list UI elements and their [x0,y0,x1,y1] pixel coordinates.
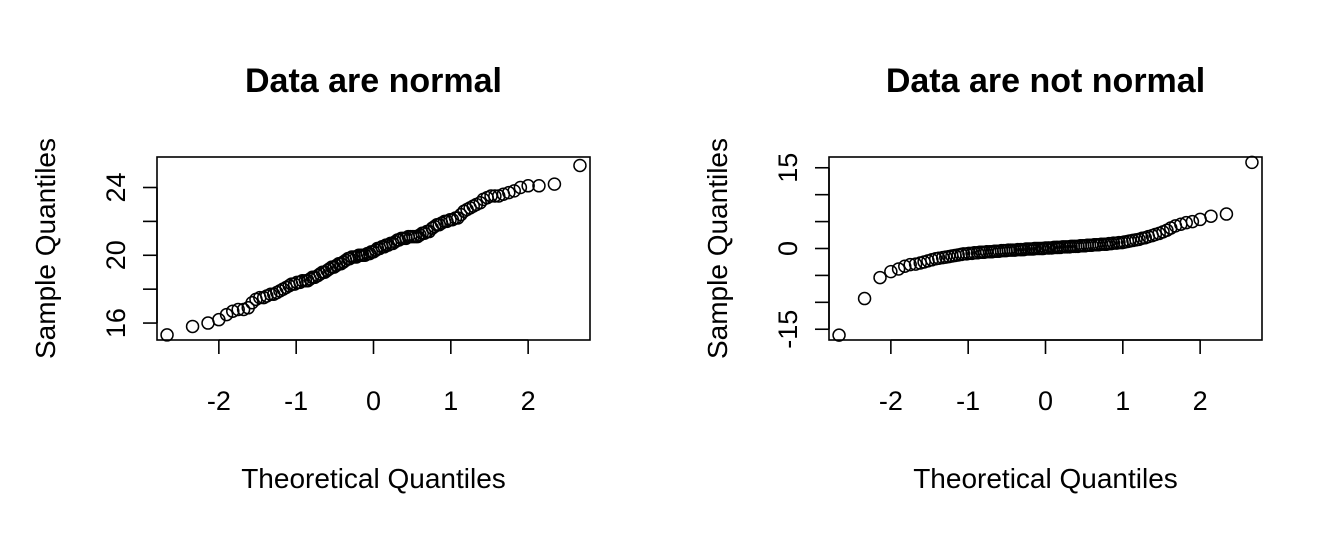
data-point [857,291,872,306]
x-axis: -2 -1 0 1 2 [879,339,1208,416]
data-point [502,185,516,200]
data-point [908,257,923,271]
data-point [891,262,906,276]
y-axis: -15 0 15 [773,153,830,349]
data-point [488,189,502,203]
data-point [1204,209,1218,223]
x-axis-label: Theoretical Quantiles [241,463,506,494]
x-tick-label: 2 [1193,386,1208,416]
x-tick-label: 2 [521,386,536,416]
y-tick-label: 15 [773,153,803,183]
data-point [185,319,200,334]
data-point [1185,214,1200,229]
x-tick-label: 1 [1115,386,1130,416]
qq-plot-not-normal: Data are not normal Theoretical Quantile… [702,62,1263,494]
qq-plot-normal: Data are normal Theoretical Quantiles Sa… [30,62,591,494]
data-point [1112,235,1126,250]
x-axis-label: Theoretical Quantiles [913,463,1178,494]
data-point [884,264,898,279]
y-tick-label: 20 [101,240,131,270]
x-axis: -2 -1 0 1 2 [207,339,536,416]
data-point [962,246,976,261]
data-point [832,328,846,342]
data-point [226,304,240,318]
chart-title: Data are normal [245,62,502,100]
data-points [160,158,587,342]
data-point [1219,207,1234,221]
x-tick-label: -1 [284,386,308,416]
data-points [832,155,1259,342]
x-tick-label: -1 [956,386,980,416]
x-tick-label: -2 [879,386,903,416]
data-point [903,257,917,272]
y-axis-label: Sample Quantiles [702,138,733,359]
x-tick-label: 0 [1038,386,1053,416]
chart-title: Data are not normal [886,62,1205,100]
data-point [547,177,562,191]
data-point [873,270,887,285]
data-point [263,287,278,301]
y-tick-label: -15 [773,310,803,349]
data-point [290,275,304,290]
x-tick-label: 0 [366,386,381,416]
x-tick-label: -2 [207,386,231,416]
data-point [1106,236,1121,250]
data-point [231,302,245,317]
data-point [473,196,487,210]
data-point [573,158,587,173]
data-point [532,179,546,193]
y-tick-label: 16 [101,308,131,338]
data-point [160,328,174,342]
data-point [956,247,971,261]
y-tick-label: 0 [773,241,803,256]
data-point [513,180,528,195]
data-point [521,179,535,193]
data-point [1245,155,1259,170]
data-point [1179,215,1193,230]
x-tick-label: 1 [443,386,458,416]
y-axis-label: Sample Quantiles [30,138,61,359]
y-axis: 16 20 24 [101,172,158,338]
y-tick-label: 24 [101,172,131,202]
